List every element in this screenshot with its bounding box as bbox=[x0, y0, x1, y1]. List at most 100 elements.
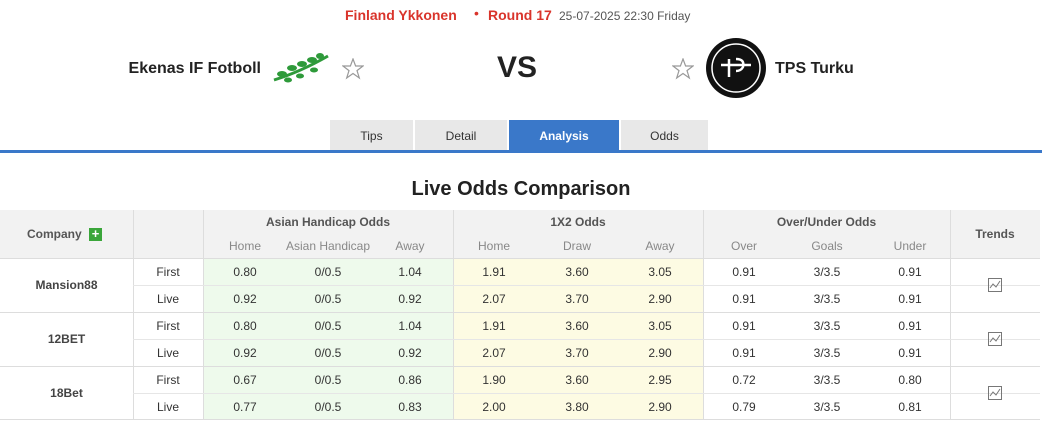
tab[interactable]: Analysis bbox=[509, 120, 619, 151]
odds-value[interactable]: 0.81 bbox=[898, 399, 922, 414]
tab-underline bbox=[0, 150, 1042, 153]
trend-icon[interactable] bbox=[988, 332, 1002, 346]
odds-value[interactable]: 2.90 bbox=[648, 399, 672, 414]
away-team[interactable]: TPS Turku bbox=[775, 60, 854, 77]
company-name[interactable]: Mansion88 bbox=[35, 278, 98, 292]
odds-value[interactable]: 1.91 bbox=[482, 264, 506, 279]
header-bg bbox=[0, 210, 1040, 258]
odds-value[interactable]: 0.80 bbox=[898, 372, 922, 387]
subheader: Home bbox=[477, 239, 510, 253]
odds-value[interactable]: 0.91 bbox=[898, 318, 922, 333]
odds-value: 0/0.5 bbox=[314, 291, 342, 306]
odds-value[interactable]: 1.91 bbox=[482, 318, 506, 333]
odds-value[interactable]: 0.80 bbox=[233, 318, 257, 333]
odds-value[interactable]: 0.91 bbox=[898, 345, 922, 360]
odds-value[interactable]: 0.91 bbox=[732, 291, 756, 306]
company-name[interactable]: 18Bet bbox=[50, 386, 83, 400]
v-divider bbox=[203, 210, 204, 420]
odds-value[interactable]: 3.60 bbox=[565, 264, 589, 279]
tab[interactable]: Detail bbox=[415, 120, 507, 151]
vs: VS bbox=[497, 51, 538, 84]
odds-value[interactable]: 1.90 bbox=[482, 372, 506, 387]
odds-value[interactable]: 2.90 bbox=[648, 291, 672, 306]
row-divider bbox=[0, 258, 1040, 259]
odds-value[interactable]: 3.70 bbox=[565, 345, 589, 360]
line-type: First bbox=[156, 372, 180, 387]
odds-value[interactable]: 2.90 bbox=[648, 345, 672, 360]
add-company[interactable]: + bbox=[89, 227, 102, 241]
odds-value[interactable]: 0.92 bbox=[398, 291, 422, 306]
odds-value: 3/3.5 bbox=[813, 318, 841, 333]
line-divider bbox=[133, 339, 1040, 340]
tab[interactable]: Tips bbox=[330, 120, 413, 151]
trend-icon[interactable] bbox=[988, 386, 1002, 400]
odds-value: 0/0.5 bbox=[314, 399, 342, 414]
subheader: Goals bbox=[811, 239, 843, 253]
odds-value[interactable]: 0.72 bbox=[732, 372, 756, 387]
odds-value[interactable]: 3.60 bbox=[565, 372, 589, 387]
odds-value[interactable]: 0.91 bbox=[732, 318, 756, 333]
subheader: Asian Handicap bbox=[285, 239, 371, 253]
tab[interactable]: Odds bbox=[621, 120, 708, 151]
odds-value[interactable]: 0.79 bbox=[732, 399, 756, 414]
odds-value[interactable]: 0.91 bbox=[732, 264, 756, 279]
home-favorite[interactable] bbox=[342, 58, 364, 80]
odds-value: 0/0.5 bbox=[314, 345, 342, 360]
v-divider bbox=[950, 210, 951, 420]
line-type: Live bbox=[156, 345, 179, 360]
row-divider bbox=[0, 366, 1040, 367]
odds-value: 0/0.5 bbox=[314, 264, 342, 279]
odds-value[interactable]: 2.00 bbox=[482, 399, 506, 414]
dot: • bbox=[474, 5, 479, 21]
company-name[interactable]: 12BET bbox=[47, 332, 86, 346]
odds-value[interactable]: 3.60 bbox=[565, 318, 589, 333]
odds-value[interactable]: 0.92 bbox=[398, 345, 422, 360]
trend-icon[interactable] bbox=[988, 278, 1002, 292]
odds-value: 0/0.5 bbox=[314, 372, 342, 387]
odds-value: 3/3.5 bbox=[813, 264, 841, 279]
subheader: Away bbox=[645, 239, 675, 253]
line-divider bbox=[133, 393, 1040, 394]
odds-value: 3/3.5 bbox=[813, 291, 841, 306]
odds-value[interactable]: 0.80 bbox=[233, 264, 257, 279]
row-divider bbox=[0, 312, 1040, 313]
group-header: 1X2 Odds bbox=[550, 215, 606, 229]
group-header: Over/Under Odds bbox=[776, 215, 877, 229]
odds-value: 0/0.5 bbox=[314, 318, 342, 333]
odds-value[interactable]: 0.86 bbox=[398, 372, 422, 387]
odds-value[interactable]: 0.77 bbox=[233, 399, 257, 414]
league[interactable]: Finland Ykkonen bbox=[345, 7, 457, 23]
odds-value[interactable]: 1.04 bbox=[398, 318, 422, 333]
odds-value[interactable]: 3.05 bbox=[648, 318, 672, 333]
odds-value: 3/3.5 bbox=[813, 399, 841, 414]
v-divider bbox=[703, 210, 704, 420]
group-header: Asian Handicap Odds bbox=[265, 215, 391, 229]
odds-value[interactable]: 3.70 bbox=[565, 291, 589, 306]
odds-value[interactable]: 2.07 bbox=[482, 345, 506, 360]
odds-value[interactable]: 0.91 bbox=[898, 291, 922, 306]
odds-value[interactable]: 3.80 bbox=[565, 399, 589, 414]
odds-value[interactable]: 0.91 bbox=[732, 345, 756, 360]
odds-value[interactable]: 1.04 bbox=[398, 264, 422, 279]
subheader: Under bbox=[893, 239, 927, 253]
odds-value[interactable]: 0.92 bbox=[233, 291, 257, 306]
odds-value[interactable]: 0.91 bbox=[898, 264, 922, 279]
tab-bar: Tips Detail Analysis Odds bbox=[330, 120, 710, 151]
round: Round 17 bbox=[488, 7, 552, 23]
odds-value[interactable]: 0.67 bbox=[233, 372, 257, 387]
odds-value[interactable]: 2.07 bbox=[482, 291, 506, 306]
odds-value[interactable]: 3.05 bbox=[648, 264, 672, 279]
v-divider bbox=[133, 210, 134, 420]
odds-table: Company + Asian Handicap Odds 1X2 Odds Over/… bbox=[0, 210, 1040, 421]
subheader: Over bbox=[730, 239, 757, 253]
home-team[interactable]: Ekenas IF Fotboll bbox=[128, 60, 261, 77]
odds-value[interactable]: 0.83 bbox=[398, 399, 422, 414]
odds-value[interactable]: 2.95 bbox=[648, 372, 672, 387]
company-header: Company bbox=[27, 227, 82, 241]
line-type: Live bbox=[156, 291, 179, 306]
subheader: Away bbox=[395, 239, 425, 253]
odds-value[interactable]: 0.92 bbox=[233, 345, 257, 360]
away-favorite[interactable] bbox=[672, 58, 694, 80]
table-title: Live Odds Comparison bbox=[411, 178, 631, 200]
